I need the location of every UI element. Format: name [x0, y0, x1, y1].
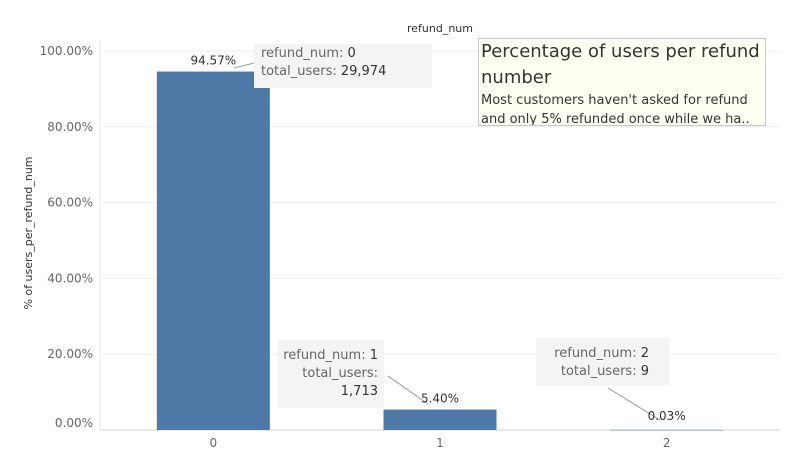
y-tick-label: 100.00% [40, 44, 93, 58]
tooltip-key: refund_num: [554, 346, 637, 361]
tooltip-value: 9 [640, 364, 649, 379]
tooltip-key: total_users: [261, 64, 337, 79]
bar-1 [383, 409, 497, 430]
data-labels: 94.57% 5.40% 0.03% [190, 54, 685, 423]
y-tick-label: 40.00% [47, 271, 93, 285]
annotation-body: Most customers haven't asked for refund … [481, 93, 752, 126]
x-tick-label: 2 [663, 436, 671, 450]
data-label-2: 0.03% [648, 409, 686, 423]
tooltip-key: refund_num: [283, 348, 366, 363]
x-tick-label: 0 [210, 436, 218, 450]
y-tick-label: 60.00% [47, 196, 93, 210]
y-tick-label: 80.00% [47, 120, 93, 134]
bar-2 [610, 429, 724, 431]
tooltip-refund-2: refund_num: 2 total_users: 9 [536, 338, 670, 386]
y-tick-label: 20.00% [47, 347, 93, 361]
y-axis-ticks: 0.00% 20.00% 40.00% 60.00% 80.00% 100.00% [40, 44, 93, 430]
tooltip-value: 0 [347, 46, 356, 61]
tooltip-refund-1: refund_num: 1 total_users: 1,713 [278, 340, 384, 408]
tooltip-refund-0: refund_num: 0 total_users: 29,974 [254, 44, 432, 88]
annotation-box: Percentage of users per refund number Mo… [478, 38, 766, 126]
tooltip-value: 2 [640, 346, 649, 361]
leader-line-2 [607, 387, 661, 421]
bars [156, 71, 724, 431]
y-tick-label: 0.00% [55, 416, 93, 430]
chart-title: refund_num [407, 22, 473, 35]
tooltip-key: total_users: [560, 364, 637, 379]
tooltip-value: 1,713 [340, 384, 378, 399]
data-label-1: 5.40% [421, 392, 459, 406]
bar-0 [156, 71, 270, 430]
tooltip-key: refund_num: [261, 46, 344, 61]
tooltip-key: total_users: [302, 366, 378, 381]
tooltip-value: 1 [369, 348, 378, 363]
leader-line-1 [387, 375, 429, 405]
x-tick-label: 1 [436, 436, 444, 450]
tooltip-value: 29,974 [340, 64, 387, 79]
annotation-title: Percentage of users per refund number [481, 41, 760, 88]
y-axis-label: % of users_per_refund_num [22, 156, 35, 309]
data-label-0: 94.57% [190, 54, 236, 68]
x-axis-ticks: 0 1 2 [210, 436, 671, 450]
